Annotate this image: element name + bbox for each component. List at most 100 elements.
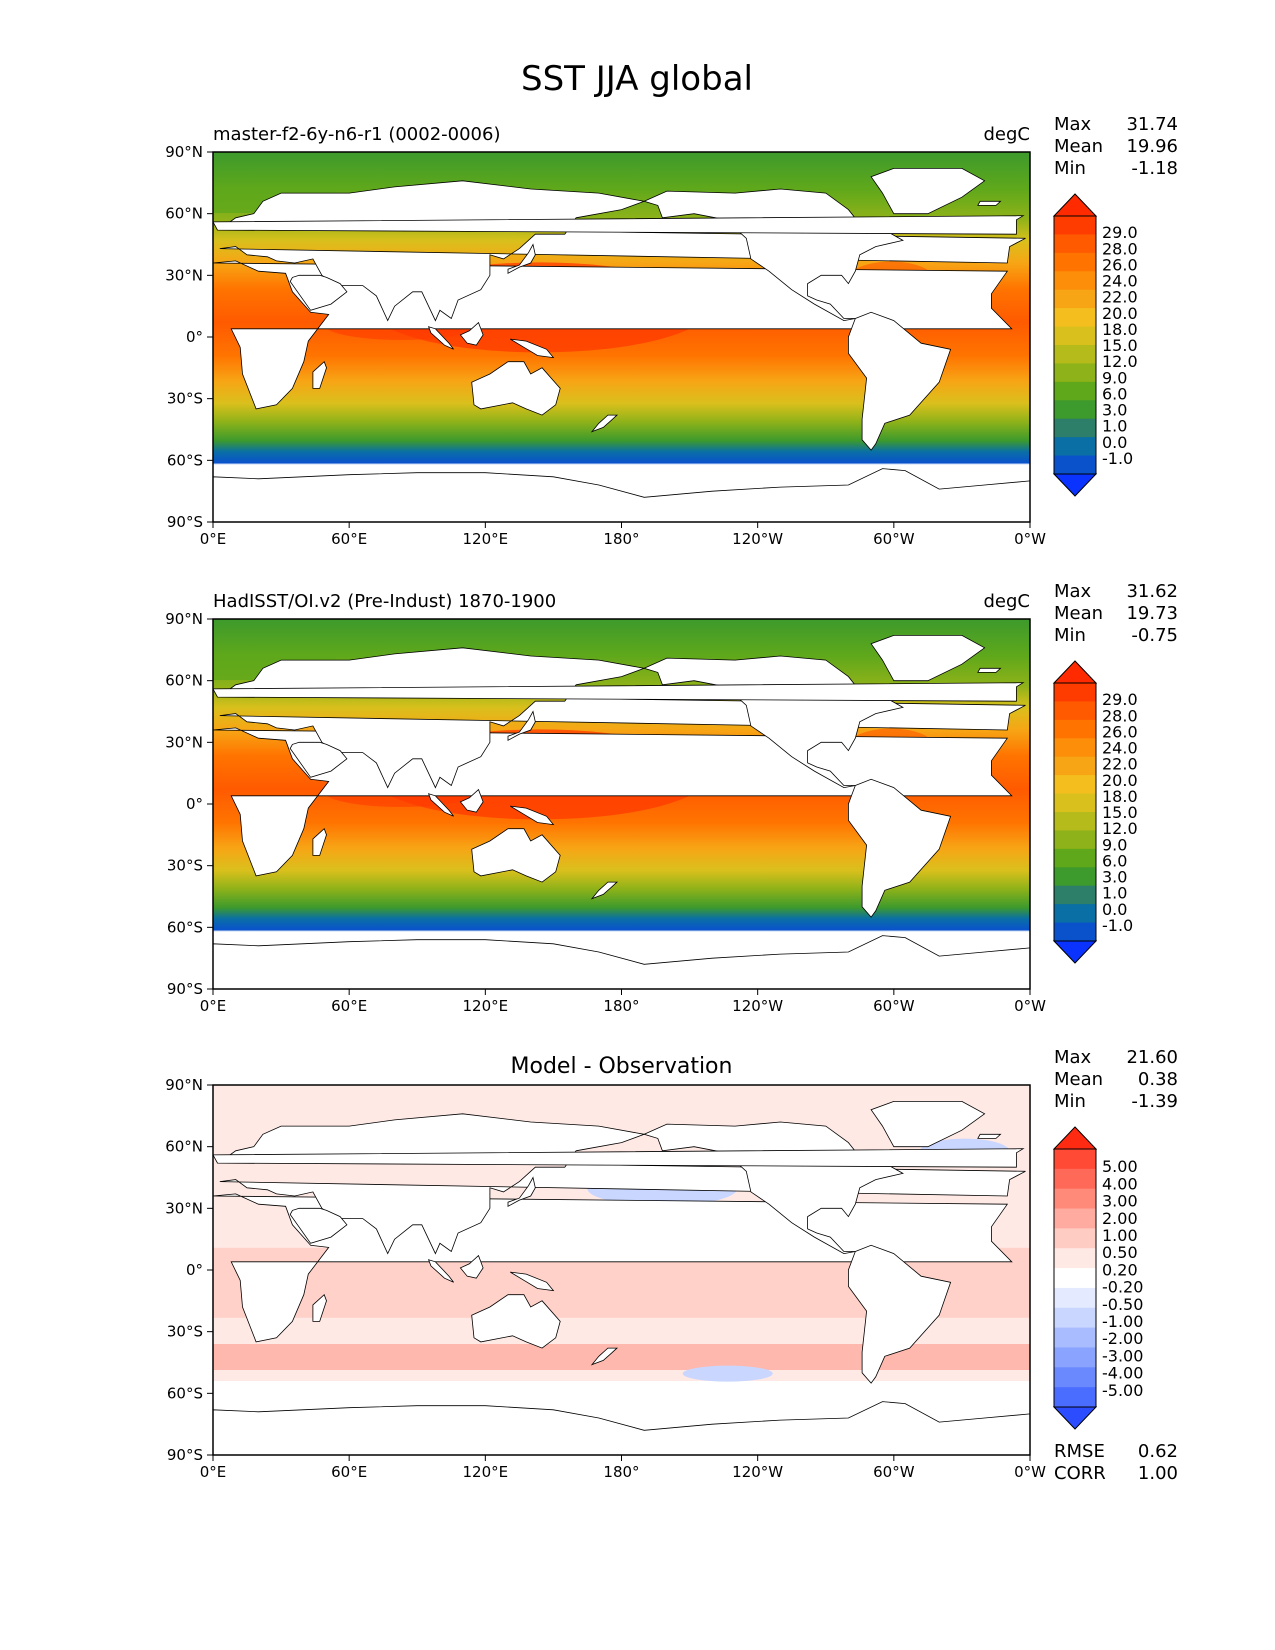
colorbar-frame [1053, 682, 1097, 942]
land-samerica [848, 778, 952, 918]
colorbar-extend-min [1052, 1406, 1098, 1430]
stat-value: 19.73 [1126, 603, 1178, 624]
lon-tick-label: 180° [603, 530, 639, 548]
colorbar-segment [1054, 812, 1096, 831]
colorbar-segment [1054, 775, 1096, 795]
colorbar-segment [1054, 1307, 1096, 1329]
lat-tick-label: 30°S [167, 1323, 203, 1341]
land-arabia [289, 274, 348, 311]
colorbar-extend-max [1052, 660, 1098, 684]
extra-stat-value: 1.00 [1138, 1463, 1178, 1484]
colorbar-label: 6.0 [1102, 384, 1127, 403]
land-greenland [870, 168, 986, 215]
lon-tick-label: 120°E [463, 997, 509, 1015]
land-sumatra [427, 793, 454, 817]
colorbar-label: 0.20 [1102, 1260, 1138, 1279]
lat-tick-label: 30°N [165, 1199, 203, 1217]
colorbar-segment [1054, 400, 1096, 420]
colorbar-segment [1054, 830, 1096, 850]
lon-tick-label: 0°W [1014, 530, 1046, 548]
lat-tick-label: 60°N [165, 205, 203, 223]
colorbar-segment [1054, 1268, 1096, 1289]
colorbar-segment [1054, 1168, 1096, 1190]
land-newguinea [510, 338, 555, 359]
colorbar-extend-max [1052, 193, 1098, 217]
lon-tick-label: 0°E [200, 1463, 227, 1481]
colorbar-label: -0.50 [1102, 1295, 1143, 1314]
colorbar-label: 22.0 [1102, 288, 1138, 307]
lat-tick-label: 60°S [167, 451, 203, 469]
land-japan [507, 243, 536, 274]
colorbar-label: 2.00 [1102, 1209, 1138, 1228]
lon-tick-label: 180° [603, 1463, 639, 1481]
colorbar-label: 12.0 [1102, 352, 1138, 371]
colorbar-label: 20.0 [1102, 771, 1138, 790]
colorbar-segment [1054, 1287, 1096, 1309]
colorbar-label: 12.0 [1102, 819, 1138, 838]
land-newzealand [590, 414, 619, 433]
colorbar-label: 18.0 [1102, 320, 1138, 339]
colorbar-frame [1053, 215, 1097, 475]
colorbar-segment [1054, 738, 1096, 758]
land-japan [507, 1176, 536, 1207]
colorbar-segment [1054, 326, 1096, 346]
lat-tick-label: 90°S [167, 1446, 203, 1464]
colorbar-segment [1054, 216, 1096, 235]
colorbar-extend-min [1052, 940, 1098, 964]
lon-tick-label: 60°E [331, 997, 367, 1015]
land-borneo [459, 788, 484, 813]
colorbar-label: 29.0 [1102, 690, 1138, 709]
stat-value: -1.39 [1131, 1091, 1178, 1112]
colorbar-label: -4.00 [1102, 1364, 1143, 1383]
colorbar-label: 24.0 [1102, 272, 1138, 291]
colorbar-segment [1054, 252, 1096, 272]
stat-label: Mean [1054, 1069, 1103, 1090]
land-borneo [459, 1254, 484, 1279]
land-antarctica [213, 935, 1030, 989]
colorbar-segment [1054, 1149, 1096, 1170]
colorbar-label: 15.0 [1102, 803, 1138, 822]
extra-stat-label: CORR [1054, 1463, 1106, 1484]
land-samerica [848, 311, 952, 451]
colorbar-label: 3.00 [1102, 1192, 1138, 1211]
stat-value: -1.18 [1131, 158, 1178, 179]
colorbar-segment [1054, 234, 1096, 254]
colorbar-segment [1054, 1188, 1096, 1210]
colorbar-segment [1054, 922, 1096, 942]
land-uk [213, 682, 1025, 702]
lon-tick-label: 0°E [200, 997, 227, 1015]
panel-obs: 0°E 60°E 120°E 180° 120°W 60°W 0°W 90°N 60°N 30°N… [165, 581, 1178, 1015]
land-samerica [848, 1244, 952, 1384]
land-greenland [870, 635, 986, 682]
colorbar-extend-max [1052, 1126, 1098, 1150]
colorbar-label: 1.00 [1102, 1226, 1138, 1245]
land-newzealand [590, 1347, 619, 1366]
colorbar-segment [1054, 867, 1096, 887]
map-area [213, 1085, 1030, 1455]
land-japan [507, 710, 536, 741]
cool-anomaly [682, 1365, 773, 1382]
stat-label: Max [1054, 581, 1092, 602]
lat-tick-label: 60°N [165, 1138, 203, 1156]
land-iceland [977, 200, 1002, 206]
lon-tick-label: 0°W [1014, 1463, 1046, 1481]
lat-tick-label: 90°S [167, 513, 203, 531]
colorbar-segment [1054, 437, 1096, 457]
lon-tick-label: 60°W [873, 997, 915, 1015]
colorbar-extend-min [1052, 473, 1098, 497]
lat-tick-label: 60°S [167, 918, 203, 936]
lon-tick-label: 180° [603, 997, 639, 1015]
land-madagascar [312, 1294, 327, 1322]
colorbar-label: 26.0 [1102, 255, 1138, 274]
land-australia [471, 828, 561, 883]
panels: 0°E 60°E 120°E 180° 120°W 60°W 0°W 90°N 60°N 30°N… [165, 114, 1178, 1484]
panel-units: degC [984, 591, 1031, 612]
land-eurasia [219, 180, 1026, 322]
land-greenland [870, 1101, 986, 1148]
colorbar-label: 9.0 [1102, 835, 1127, 854]
colorbar-label: -3.00 [1102, 1346, 1143, 1365]
colorbar-label: -1.0 [1102, 916, 1133, 935]
land-arabia [289, 1207, 348, 1244]
lon-tick-label: 60°W [873, 1463, 915, 1481]
colorbar-label: 3.0 [1102, 868, 1127, 887]
